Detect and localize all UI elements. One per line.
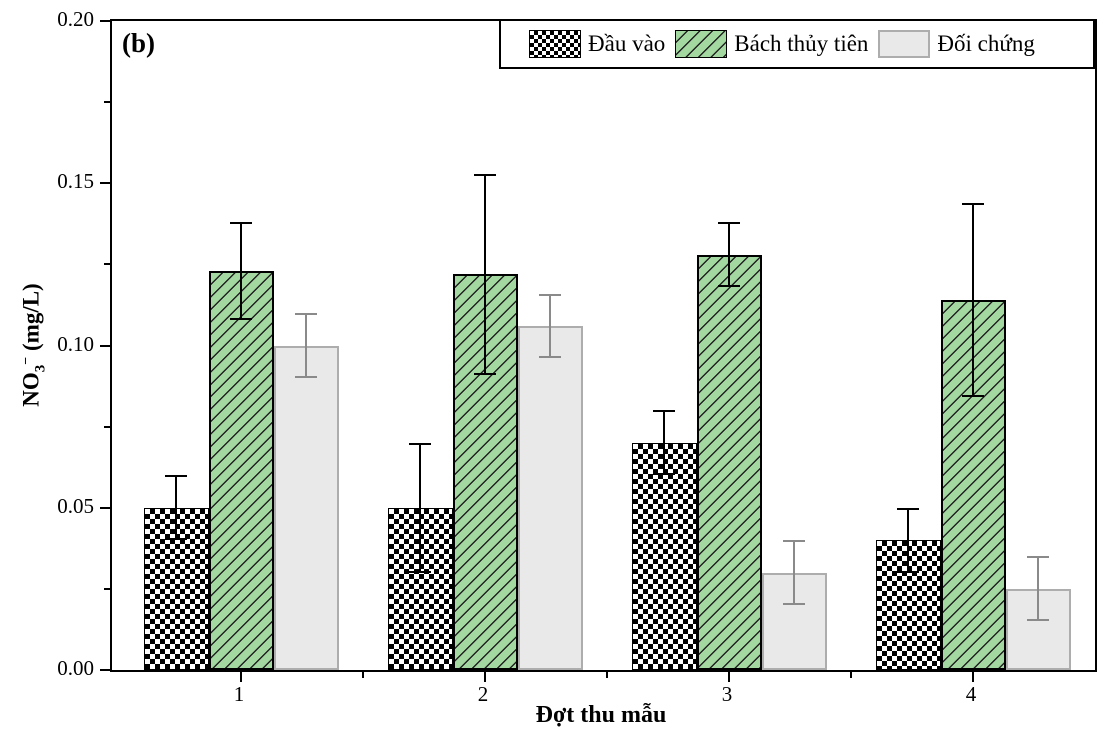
error-cap-bottom xyxy=(718,285,740,288)
x-tick-label: 3 xyxy=(721,682,733,706)
error-cap-bottom xyxy=(1027,619,1049,622)
plot-area xyxy=(100,19,1097,682)
x-tick-label: 1 xyxy=(233,682,245,706)
legend-item-dau-vao: Đầu vào xyxy=(529,30,665,58)
error-bar-dau-vao-1 xyxy=(175,475,177,541)
x-tick-label: 2 xyxy=(477,682,489,706)
legend-swatch-green-hatch-icon xyxy=(675,30,728,58)
y-tick-label: 0.00 xyxy=(57,656,94,680)
bar-bach-thuy-tien-2 xyxy=(452,274,518,670)
error-cap-bottom xyxy=(539,356,561,359)
error-cap-bottom xyxy=(165,538,187,541)
error-bar-doi-chung-2 xyxy=(549,293,551,359)
x-major-tick xyxy=(972,670,974,682)
legend-swatch-gray-icon xyxy=(878,30,931,58)
legend: Đầu vào Bách thủy tiên Đối chứng xyxy=(499,19,1095,69)
y-minor-tick xyxy=(104,425,110,428)
error-bar-bach-thuy-tien-4 xyxy=(972,202,974,398)
error-cap-bottom xyxy=(230,317,252,320)
y-minor-tick xyxy=(104,101,110,104)
bar-doi-chung-1 xyxy=(273,345,339,670)
error-cap-top xyxy=(295,313,317,316)
error-cap-top xyxy=(230,222,252,225)
y-major-tick xyxy=(100,506,110,509)
error-cap-top xyxy=(897,507,919,510)
error-cap-top xyxy=(409,442,431,445)
x-minor-tick xyxy=(850,670,852,678)
legend-label: Bách thủy tiên xyxy=(734,31,869,56)
error-cap-bottom xyxy=(897,570,919,573)
error-bar-dau-vao-4 xyxy=(907,507,909,573)
error-bar-bach-thuy-tien-2 xyxy=(484,173,486,375)
error-cap-bottom xyxy=(783,603,805,606)
error-bar-dau-vao-2 xyxy=(419,442,421,573)
error-cap-top xyxy=(539,293,561,296)
y-tick-label: 0.10 xyxy=(57,331,94,356)
x-major-tick xyxy=(728,670,730,682)
bar-bach-thuy-tien-3 xyxy=(696,254,762,670)
x-minor-tick xyxy=(606,670,608,678)
panel-annotation: (b) xyxy=(122,28,155,58)
error-bar-dau-vao-3 xyxy=(663,410,665,476)
y-major-tick xyxy=(100,182,110,185)
error-cap-top xyxy=(962,202,984,205)
x-minor-tick xyxy=(362,670,364,678)
x-major-tick xyxy=(484,670,486,682)
legend-item-doi-chung: Đối chứng xyxy=(878,30,1035,58)
legend-label: Đối chứng xyxy=(937,31,1035,56)
error-bar-doi-chung-4 xyxy=(1037,556,1039,622)
error-cap-top xyxy=(718,222,740,225)
error-cap-top xyxy=(474,173,496,176)
error-cap-top xyxy=(783,540,805,543)
legend-swatch-checker-icon xyxy=(529,30,581,58)
error-cap-top xyxy=(1027,556,1049,559)
error-bar-doi-chung-1 xyxy=(305,313,307,378)
bar-bach-thuy-tien-1 xyxy=(208,270,274,670)
y-major-tick xyxy=(100,344,110,347)
bar-doi-chung-2 xyxy=(517,326,583,670)
error-bar-doi-chung-3 xyxy=(793,540,795,606)
y-minor-tick xyxy=(104,263,110,266)
legend-item-bach-thuy-tien: Bách thủy tiên xyxy=(675,30,868,58)
error-cap-bottom xyxy=(653,473,675,476)
error-cap-bottom xyxy=(409,570,431,573)
y-major-tick xyxy=(100,669,110,671)
error-cap-bottom xyxy=(295,375,317,378)
error-bar-bach-thuy-tien-3 xyxy=(728,222,730,288)
y-major-tick xyxy=(100,20,110,22)
error-bar-bach-thuy-tien-1 xyxy=(240,222,242,320)
y-axis-title-sub: 3 xyxy=(32,364,49,373)
error-cap-top xyxy=(165,475,187,478)
legend-label: Đầu vào xyxy=(588,31,666,56)
y-minor-tick xyxy=(104,587,110,590)
y-tick-label: 0.20 xyxy=(57,7,94,31)
x-major-tick xyxy=(240,670,242,682)
y-axis-title-sup: − xyxy=(19,356,35,365)
bar-dau-vao-3 xyxy=(631,442,697,670)
error-cap-top xyxy=(653,410,675,413)
y-axis-title-base: NO xyxy=(18,372,44,407)
x-tick-label: 4 xyxy=(965,682,977,706)
x-axis-title: Đợt thu mẫu xyxy=(535,702,667,728)
error-cap-bottom xyxy=(474,372,496,375)
y-tick-label: 0.05 xyxy=(57,493,94,518)
error-cap-bottom xyxy=(962,395,984,398)
y-tick-label: 0.15 xyxy=(57,169,94,194)
